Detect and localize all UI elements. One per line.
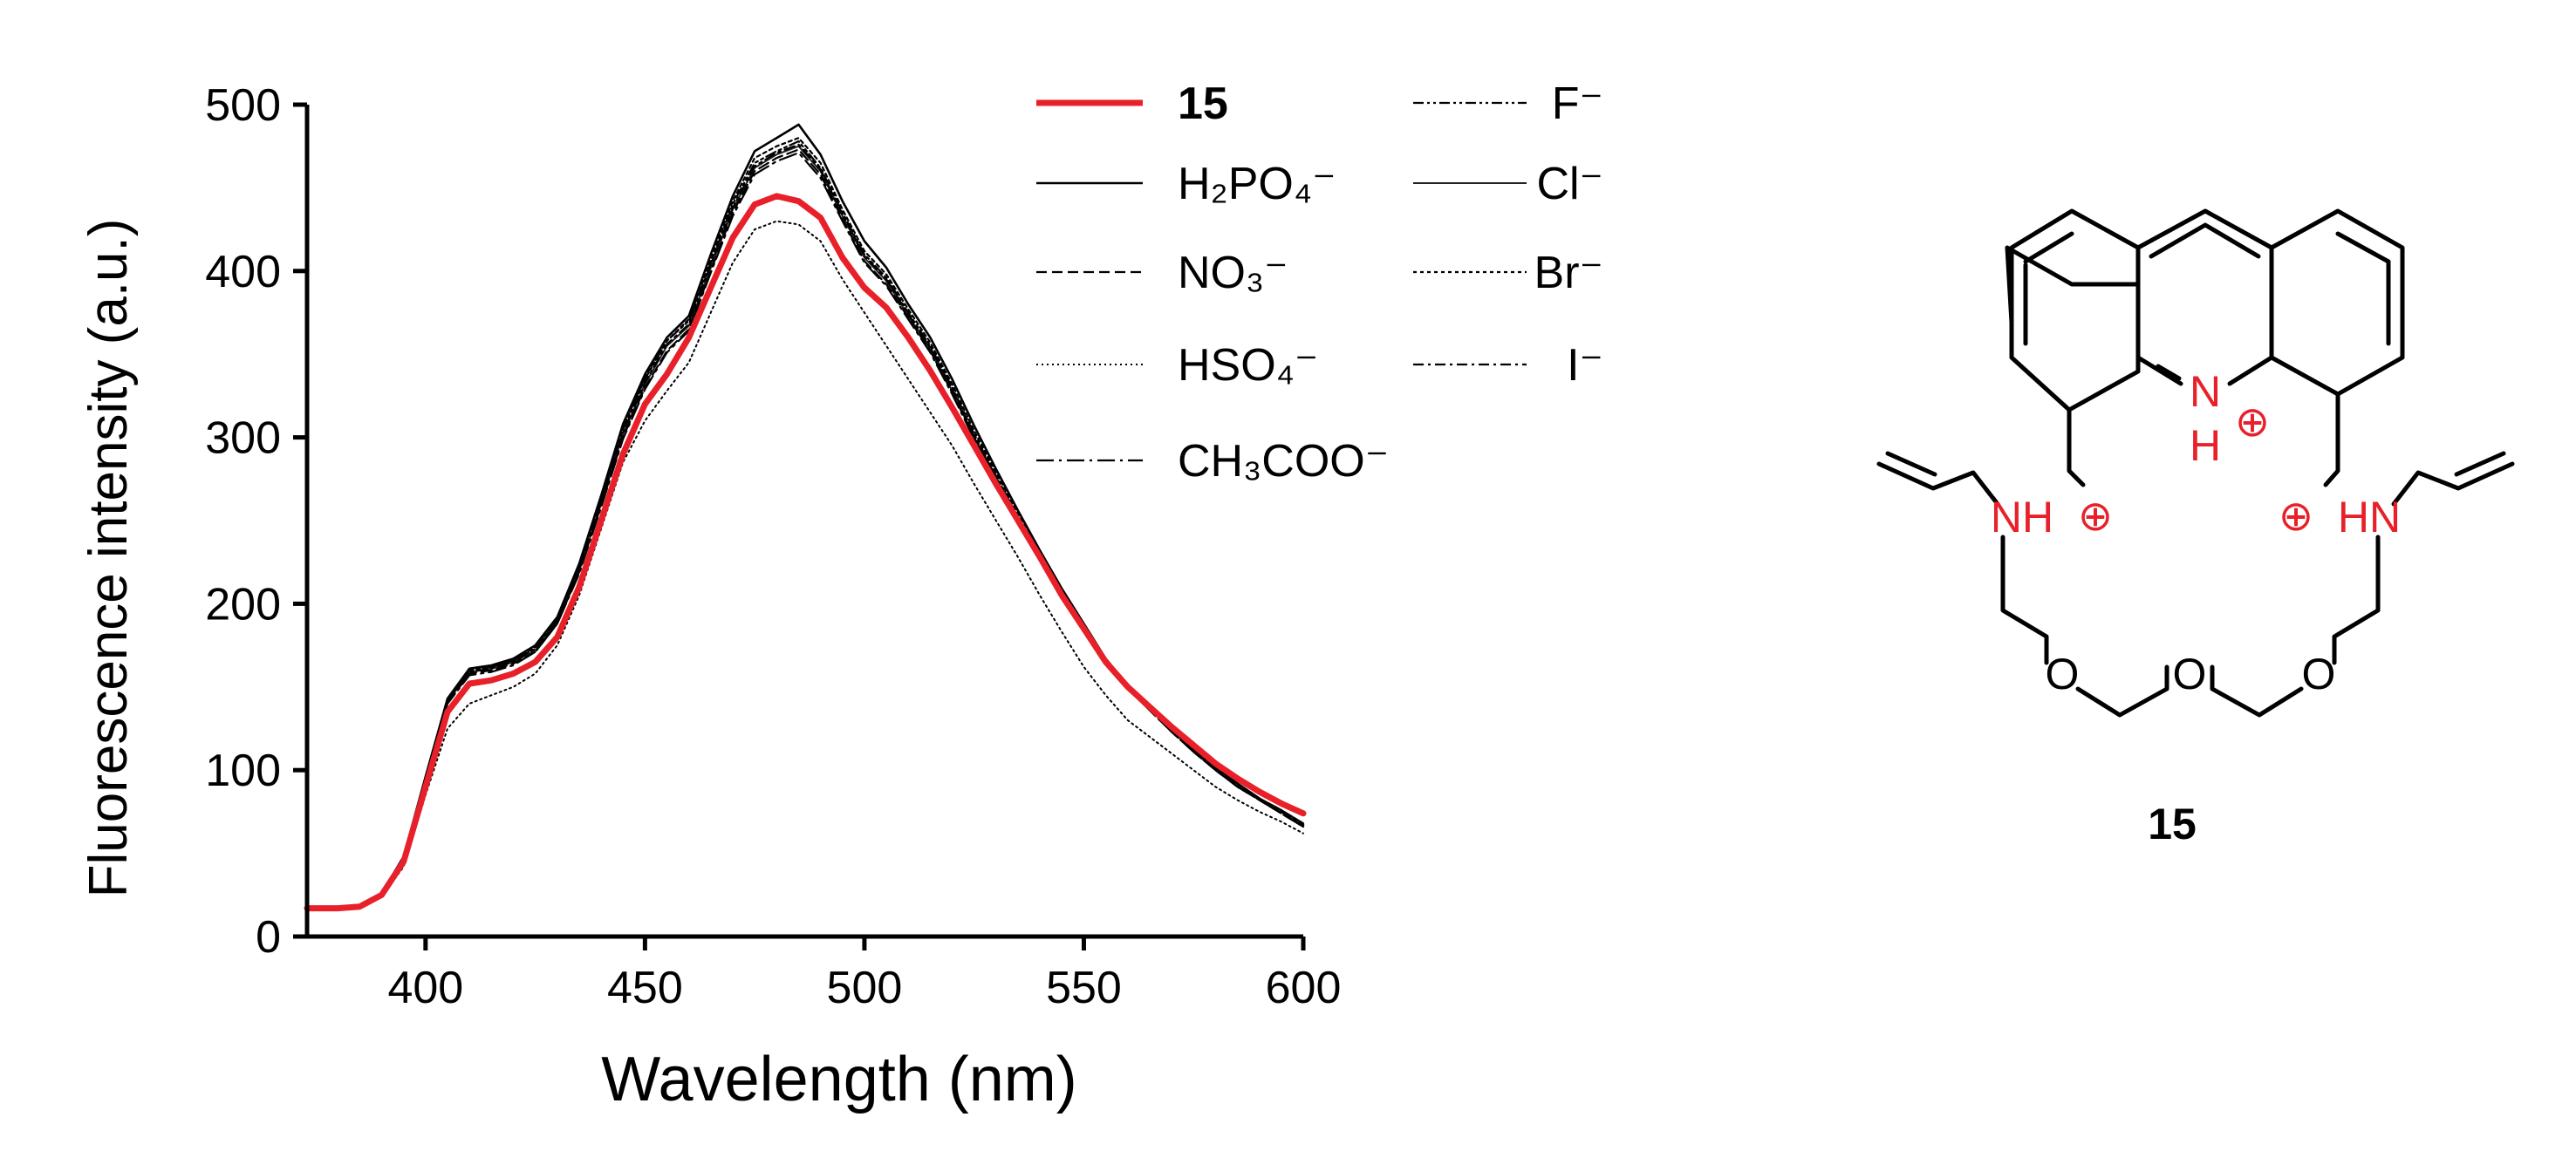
series-line: [306, 220, 1304, 909]
fluorescence-chart: 400 450 500 550 600 0 100 200 300 400 500 Fluoresc…: [79, 78, 1603, 1114]
compound-label: 15: [2148, 800, 2197, 848]
series-line: [305, 143, 1305, 909]
y-axis-label: Fluorescence intensity (a.u.): [79, 219, 139, 898]
legend-label: Cl⁻: [1536, 159, 1603, 209]
allyl-right: [2391, 451, 2515, 507]
legend: 15 F⁻ H₂PO₄⁻ Cl⁻ NO₃⁻ Br⁻ HSO₄⁻ I⁻ CH₃COO⁻: [1036, 78, 1603, 487]
structure-labels: N ⊕ H NH ⊕ ⊕ HN O O O 15: [1991, 367, 2401, 848]
oxygen-right: O: [2302, 650, 2336, 698]
axes: [304, 105, 1303, 939]
legend-label: I⁻: [1567, 340, 1603, 391]
oxygen-center: O: [2173, 650, 2207, 698]
oxygen-left: O: [2046, 650, 2080, 698]
right-amine-plus: ⊕: [2279, 494, 2313, 540]
ring-nitrogen-label: N: [2190, 367, 2221, 416]
ch2-linker-left: [2067, 407, 2086, 487]
y-tick-label: 500: [205, 80, 281, 131]
ring-n-bonds: [2135, 355, 2274, 386]
x-tick-label: 450: [607, 963, 683, 1013]
crown-ether-chain: [2000, 535, 2381, 718]
y-tick-label: 200: [205, 579, 281, 630]
y-tick-label: 0: [256, 912, 281, 963]
series-line: [305, 137, 1305, 909]
y-tick-label: 100: [205, 746, 281, 796]
aromatic-double-bonds: [2023, 222, 2391, 346]
x-tick-label: 400: [387, 963, 463, 1013]
x-tick-label: 500: [827, 963, 903, 1013]
x-tick-label: 550: [1046, 963, 1122, 1013]
compound-15-structure: [1876, 208, 2515, 718]
left-amine-label: NH: [1991, 493, 2053, 542]
legend-label: CH₃COO⁻: [1178, 436, 1389, 487]
y-tick-label: 300: [205, 413, 281, 464]
legend-label: Br⁻: [1534, 248, 1603, 298]
ch2-linker-right: [2323, 392, 2340, 487]
allyl-left: [1876, 451, 2000, 507]
ticks: 400 450 500 550 600 0 100 200 300 400 500: [205, 80, 1341, 1013]
x-tick-label: 600: [1266, 963, 1342, 1013]
legend-label: HSO₄⁻: [1178, 340, 1318, 391]
ring-plus-charge: ⊕: [2235, 399, 2270, 446]
left-amine-plus: ⊕: [2078, 494, 2113, 540]
x-axis-label: Wavelength (nm): [601, 1045, 1077, 1114]
series-line: [304, 193, 1307, 912]
legend-label: F⁻: [1552, 78, 1603, 129]
acridine-skeleton: [2009, 208, 2405, 397]
series-layer: [304, 123, 1307, 912]
ring-hydrogen-label: H: [2190, 421, 2221, 470]
y-tick-label: 400: [205, 247, 281, 297]
right-amine-label: HN: [2338, 493, 2401, 542]
legend-label: H₂PO₄⁻: [1178, 159, 1336, 209]
legend-label: NO₃⁻: [1178, 248, 1288, 298]
legend-label: 15: [1178, 78, 1228, 129]
